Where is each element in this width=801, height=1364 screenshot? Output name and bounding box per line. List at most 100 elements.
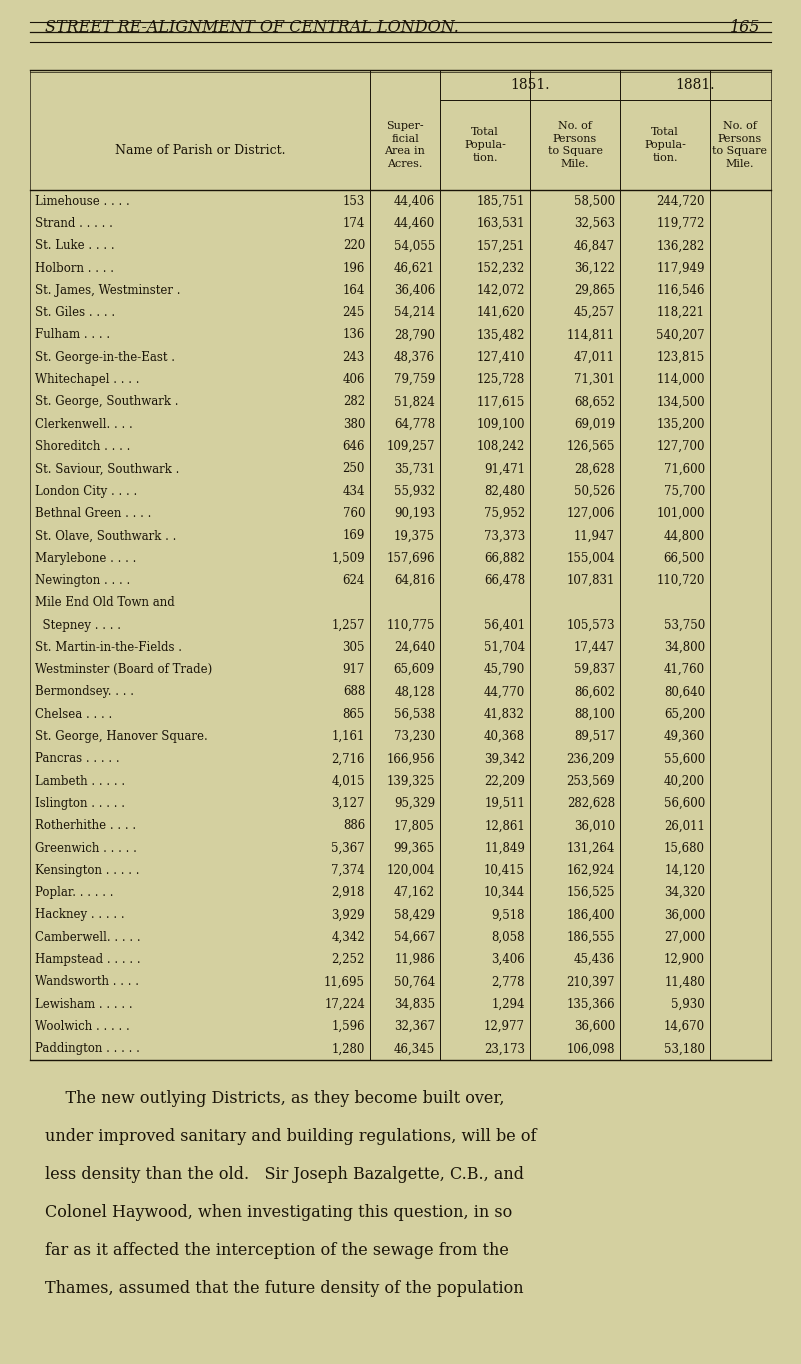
Text: STREET RE-ALIGNMENT OF CENTRAL LONDON.: STREET RE-ALIGNMENT OF CENTRAL LONDON. [45, 19, 459, 35]
Text: 186,400: 186,400 [566, 908, 615, 922]
Text: Greenwich . . . . .: Greenwich . . . . . [35, 842, 137, 855]
Text: 1,280: 1,280 [332, 1042, 365, 1056]
Text: 17,224: 17,224 [324, 997, 365, 1011]
Text: 109,100: 109,100 [477, 417, 525, 431]
Text: 90,193: 90,193 [394, 507, 435, 520]
Text: Total
Popula-
tion.: Total Popula- tion. [644, 127, 686, 162]
Text: Bethnal Green . . . .: Bethnal Green . . . . [35, 507, 151, 520]
Text: 91,471: 91,471 [484, 462, 525, 475]
Text: less density than the old.   Sir Joseph Bazalgette, C.B., and: less density than the old. Sir Joseph Ba… [45, 1166, 524, 1183]
Text: 117,949: 117,949 [657, 262, 705, 274]
Text: Hackney . . . . .: Hackney . . . . . [35, 908, 125, 922]
Text: 105,573: 105,573 [566, 618, 615, 632]
Text: 236,209: 236,209 [566, 753, 615, 765]
Text: 164: 164 [343, 284, 365, 297]
Text: Colonel Haywood, when investigating this question, in so: Colonel Haywood, when investigating this… [45, 1204, 513, 1221]
Text: 135,482: 135,482 [477, 329, 525, 341]
Text: 624: 624 [343, 574, 365, 587]
Text: London City . . . .: London City . . . . [35, 484, 137, 498]
Text: 142,072: 142,072 [477, 284, 525, 297]
Text: 1851.: 1851. [510, 78, 549, 91]
Text: 9,518: 9,518 [492, 908, 525, 922]
Text: 51,704: 51,704 [484, 641, 525, 653]
Text: 47,162: 47,162 [394, 887, 435, 899]
Text: 282: 282 [343, 396, 365, 408]
Text: 196: 196 [343, 262, 365, 274]
Text: 117,615: 117,615 [477, 396, 525, 408]
Text: Hampstead . . . . .: Hampstead . . . . . [35, 953, 141, 966]
Text: 1,257: 1,257 [332, 618, 365, 632]
Text: 35,731: 35,731 [394, 462, 435, 475]
Text: 36,600: 36,600 [574, 1020, 615, 1033]
Text: 380: 380 [343, 417, 365, 431]
Text: 5,930: 5,930 [671, 997, 705, 1011]
Text: 101,000: 101,000 [657, 507, 705, 520]
Text: Paddington . . . . .: Paddington . . . . . [35, 1042, 140, 1056]
Text: 65,609: 65,609 [394, 663, 435, 677]
Text: 36,122: 36,122 [574, 262, 615, 274]
Text: 3,127: 3,127 [332, 797, 365, 810]
Text: 29,865: 29,865 [574, 284, 615, 297]
Text: 19,511: 19,511 [484, 797, 525, 810]
Text: 114,000: 114,000 [657, 374, 705, 386]
Text: 119,772: 119,772 [657, 217, 705, 231]
Text: 11,986: 11,986 [394, 953, 435, 966]
Text: 55,600: 55,600 [664, 753, 705, 765]
Text: 166,956: 166,956 [386, 753, 435, 765]
Text: 75,952: 75,952 [484, 507, 525, 520]
Text: 56,401: 56,401 [484, 618, 525, 632]
Text: 36,000: 36,000 [664, 908, 705, 922]
Text: 45,790: 45,790 [484, 663, 525, 677]
Text: 51,824: 51,824 [394, 396, 435, 408]
Text: 36,010: 36,010 [574, 820, 615, 832]
Text: 54,667: 54,667 [394, 930, 435, 944]
Text: 127,410: 127,410 [477, 351, 525, 364]
Text: far as it affected the interception of the sewage from the: far as it affected the interception of t… [45, 1243, 509, 1259]
Text: Islington . . . . .: Islington . . . . . [35, 797, 125, 810]
Text: 7,374: 7,374 [332, 863, 365, 877]
Text: 114,811: 114,811 [567, 329, 615, 341]
Text: 282,628: 282,628 [567, 797, 615, 810]
Text: 99,365: 99,365 [394, 842, 435, 855]
Text: 32,367: 32,367 [394, 1020, 435, 1033]
Text: 69,019: 69,019 [574, 417, 615, 431]
Text: 28,628: 28,628 [574, 462, 615, 475]
Text: 1,596: 1,596 [332, 1020, 365, 1033]
Text: Lewisham . . . . .: Lewisham . . . . . [35, 997, 133, 1011]
Text: 32,563: 32,563 [574, 217, 615, 231]
Text: 152,232: 152,232 [477, 262, 525, 274]
Text: St. Giles . . . .: St. Giles . . . . [35, 306, 115, 319]
Text: 45,257: 45,257 [574, 306, 615, 319]
Text: Marylebone . . . .: Marylebone . . . . [35, 551, 136, 565]
Text: 34,800: 34,800 [664, 641, 705, 653]
Text: 646: 646 [343, 441, 365, 453]
Text: 53,750: 53,750 [664, 618, 705, 632]
Text: 12,977: 12,977 [484, 1020, 525, 1033]
Text: 65,200: 65,200 [664, 708, 705, 720]
Text: 11,947: 11,947 [574, 529, 615, 543]
Text: Whitechapel . . . .: Whitechapel . . . . [35, 374, 139, 386]
Text: 17,805: 17,805 [394, 820, 435, 832]
Text: Fulham . . . .: Fulham . . . . [35, 329, 110, 341]
Text: 2,778: 2,778 [492, 975, 525, 989]
Text: 135,366: 135,366 [566, 997, 615, 1011]
Text: Newington . . . .: Newington . . . . [35, 574, 131, 587]
Text: 5,367: 5,367 [332, 842, 365, 855]
Text: 110,720: 110,720 [657, 574, 705, 587]
Text: 41,760: 41,760 [664, 663, 705, 677]
Text: 2,716: 2,716 [332, 753, 365, 765]
Text: 71,301: 71,301 [574, 374, 615, 386]
Text: Chelsea . . . .: Chelsea . . . . [35, 708, 112, 720]
Text: 23,173: 23,173 [484, 1042, 525, 1056]
Text: 186,555: 186,555 [566, 930, 615, 944]
Text: 8,058: 8,058 [492, 930, 525, 944]
Text: 46,345: 46,345 [394, 1042, 435, 1056]
Text: 139,325: 139,325 [387, 775, 435, 787]
Text: 26,011: 26,011 [664, 820, 705, 832]
Text: 40,368: 40,368 [484, 730, 525, 743]
Text: 244,720: 244,720 [657, 195, 705, 207]
Text: 58,429: 58,429 [394, 908, 435, 922]
Text: St. George-in-the-East .: St. George-in-the-East . [35, 351, 175, 364]
Text: 220: 220 [343, 239, 365, 252]
Text: 79,759: 79,759 [394, 374, 435, 386]
